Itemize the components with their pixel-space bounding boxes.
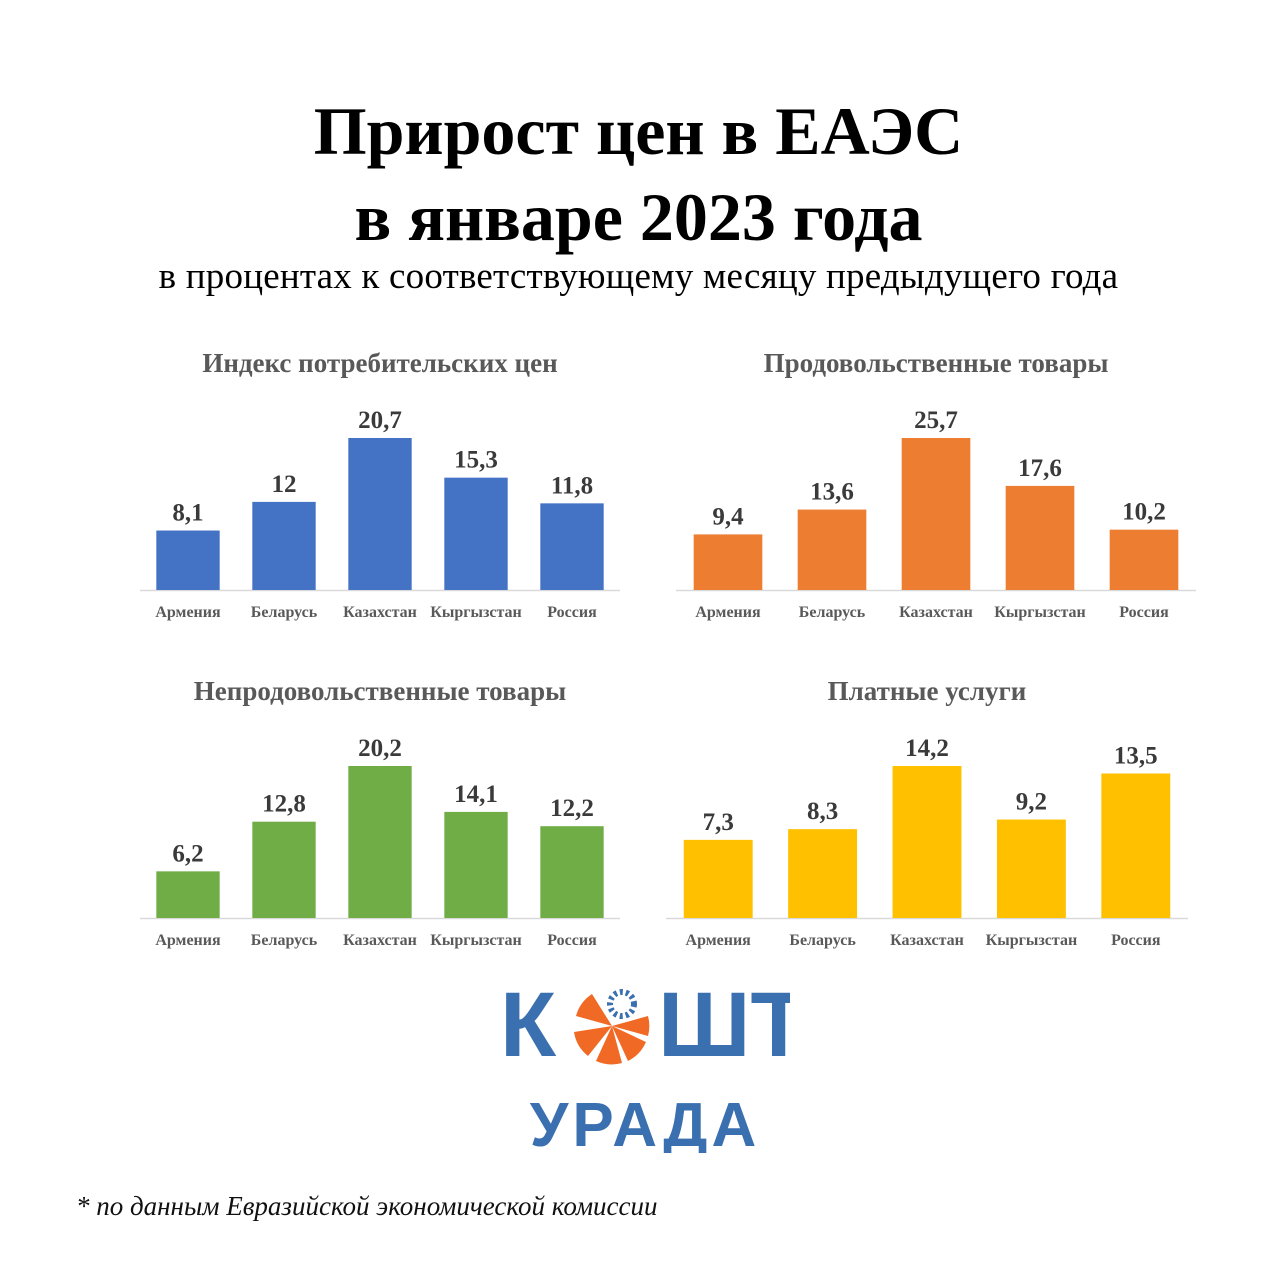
bar-4	[540, 503, 604, 590]
category-label-1: Беларусь	[789, 932, 856, 949]
bar-3	[1005, 485, 1075, 590]
bar-3	[996, 819, 1066, 918]
bar-2	[901, 438, 971, 590]
category-label-0: Армения	[155, 604, 221, 621]
bar-0	[683, 839, 753, 918]
bar-1	[797, 509, 867, 590]
bar-2	[348, 438, 412, 590]
category-label-3: Кыргызстан	[986, 932, 1078, 949]
data-label-4: 13,5	[1114, 742, 1158, 769]
chart-svg: 6,2 Армения 12,8 Беларусь 20,2 Казахстан 14,1 К…	[140, 735, 620, 949]
data-label-1: 8,3	[807, 798, 838, 825]
data-label-0: 7,3	[703, 809, 734, 836]
category-label-3: Кыргызстан	[994, 604, 1086, 621]
data-label-0: 6,2	[172, 840, 203, 867]
chart-cpi: Индекс потребительских цен 8,1 Армения 12 Б…	[140, 346, 620, 636]
data-label-4: 11,8	[551, 472, 593, 499]
data-label-4: 12,2	[550, 795, 594, 822]
bar-1	[252, 501, 316, 590]
chart-title: Продовольственные товары	[763, 348, 1109, 378]
logo-letter-k: К	[500, 978, 557, 1076]
logo: К ШТ УРАДА	[500, 974, 807, 1160]
bar-1	[788, 829, 858, 918]
data-label-4: 10,2	[1122, 499, 1166, 526]
category-label-0: Армения	[695, 604, 761, 621]
chart-nonfood: Непродовольственные товары 6,2 Армения 12,…	[140, 674, 620, 964]
category-label-0: Армения	[155, 932, 221, 949]
chart-title: Платные услуги	[827, 676, 1027, 706]
bar-3	[444, 811, 508, 918]
data-label-2: 14,2	[905, 735, 949, 762]
chart-services: Платные услуги 7,3 Армения 8,3 Беларусь 14,2…	[666, 674, 1188, 964]
data-label-3: 14,1	[454, 781, 498, 808]
category-label-2: Казахстан	[899, 604, 973, 621]
category-label-1: Беларусь	[251, 932, 318, 949]
data-label-2: 20,2	[358, 735, 402, 762]
data-label-2: 20,7	[358, 407, 402, 434]
logo-svg: К ШТ УРАДА	[500, 974, 807, 1160]
category-label-3: Кыргызстан	[430, 604, 522, 621]
category-label-2: Казахстан	[343, 604, 417, 621]
bar-4	[540, 826, 604, 918]
category-label-1: Беларусь	[799, 604, 866, 621]
bar-4	[1109, 529, 1179, 590]
data-label-3: 15,3	[454, 447, 498, 474]
logo-letters-sht: ШТ	[658, 978, 790, 1076]
bar-4	[1101, 773, 1171, 918]
chart-title: Непродовольственные товары	[193, 676, 567, 706]
chart-svg: 9,4 Армения 13,6 Беларусь 25,7 Казахстан 17,6 К…	[676, 407, 1196, 621]
category-label-1: Беларусь	[251, 604, 318, 621]
data-label-2: 25,7	[914, 407, 958, 434]
category-label-4: Россия	[1111, 932, 1161, 949]
category-label-2: Казахстан	[343, 932, 417, 949]
data-label-0: 8,1	[172, 500, 203, 527]
bar-0	[693, 534, 763, 590]
bar-1	[252, 821, 316, 918]
category-label-4: Россия	[1119, 604, 1169, 621]
data-label-0: 9,4	[712, 503, 744, 530]
bar-3	[444, 477, 508, 590]
category-label-2: Казахстан	[890, 932, 964, 949]
data-label-3: 17,6	[1018, 455, 1062, 482]
bar-0	[156, 871, 220, 918]
bar-2	[892, 766, 962, 918]
category-label-3: Кыргызстан	[430, 932, 522, 949]
category-label-4: Россия	[547, 932, 597, 949]
page-title-line-2: в январе 2023 года	[354, 179, 923, 255]
data-label-3: 9,2	[1016, 789, 1047, 816]
category-label-4: Россия	[547, 604, 597, 621]
bar-0	[156, 530, 220, 590]
data-label-1: 13,6	[810, 479, 854, 506]
chart-title: Индекс потребительских цен	[202, 348, 558, 378]
category-label-0: Армения	[686, 932, 752, 949]
chart-svg: 7,3 Армения 8,3 Беларусь 14,2 Казахстан 9,2 Кыр…	[666, 735, 1188, 949]
chart-svg: 8,1 Армения 12 Беларусь 20,7 Казахстан 15,3 Кыр…	[140, 407, 620, 621]
logo-orange-slice-icon	[574, 988, 650, 1065]
chart-food: Продовольственные товары 9,4 Армения 13,6 Б…	[676, 346, 1196, 636]
logo-word-urada: УРАДА	[530, 1091, 761, 1153]
data-label-1: 12,8	[262, 791, 306, 818]
data-label-1: 12	[272, 471, 297, 498]
page-title-line-1: Прирост цен в ЕАЭС	[313, 93, 964, 169]
footnote: * по данным Евразийской экономической ко…	[76, 1191, 658, 1221]
bar-2	[348, 766, 412, 918]
page-subtitle: в процентах к соответствующему месяцу пр…	[158, 256, 1119, 297]
